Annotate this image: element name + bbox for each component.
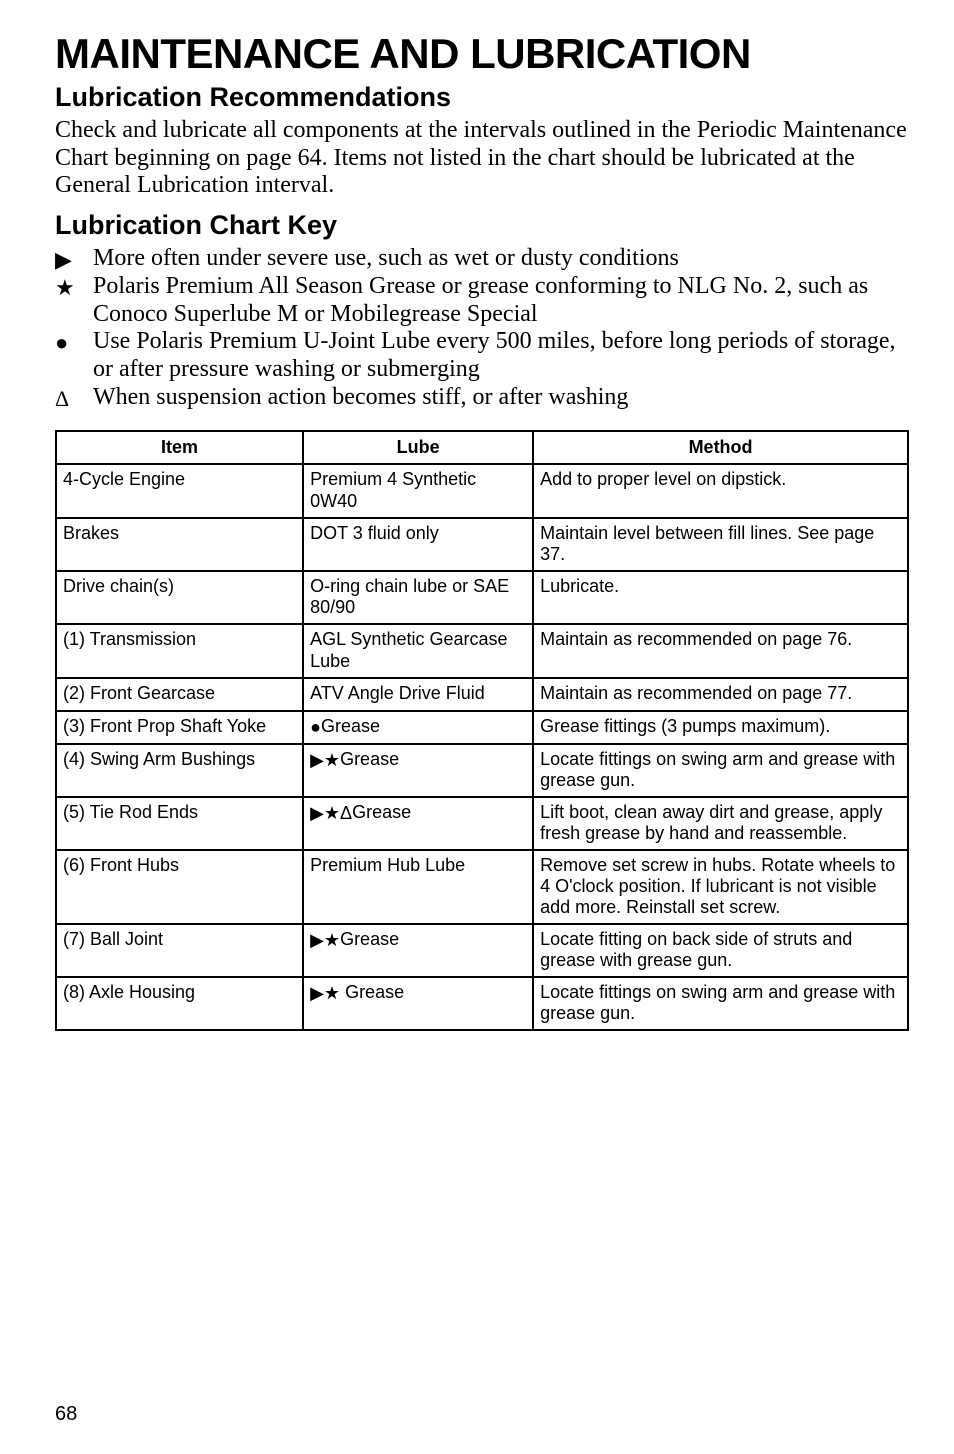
cell-lube: Premium Hub Lube [303, 850, 533, 924]
cell-lube: ●Grease [303, 711, 533, 744]
cell-item: (2) Front Gearcase [56, 678, 303, 711]
cell-method: Add to proper level on dipstick. [533, 464, 908, 518]
lube-text: Premium Hub Lube [310, 855, 465, 875]
delta-icon: Δ [55, 384, 93, 412]
cell-method: Maintain level between fill lines. See p… [533, 518, 908, 571]
section-title: Lubrication Recommendations [55, 82, 909, 113]
cell-item: (6) Front Hubs [56, 850, 303, 924]
cell-item: (7) Ball Joint [56, 924, 303, 977]
cell-item: (4) Swing Arm Bushings [56, 744, 303, 797]
key-text: Polaris Premium All Season Grease or gre… [93, 273, 909, 328]
cell-lube: ATV Angle Drive Fluid [303, 678, 533, 711]
lube-text: Grease [340, 929, 399, 949]
table-row: (5) Tie Rod Ends ▶★ΔGrease Lift boot, cl… [56, 797, 908, 850]
cell-method: Grease fittings (3 pumps maximum). [533, 711, 908, 744]
cell-lube: O-ring chain lube or SAE 80/90 [303, 571, 533, 625]
cell-item: (5) Tie Rod Ends [56, 797, 303, 850]
table-row: (7) Ball Joint ▶★Grease Locate fitting o… [56, 924, 908, 977]
cell-item: (8) Axle Housing [56, 977, 303, 1030]
key-item: ★ Polaris Premium All Season Grease or g… [55, 273, 909, 328]
key-text: When suspension action becomes stiff, or… [93, 384, 909, 412]
star-icon: ★ [55, 273, 93, 301]
triangle-icon: ▶ [55, 245, 93, 273]
cell-item: (1) Transmission [56, 624, 303, 678]
table-row: 4-Cycle Engine Premium 4 Synthetic 0W40 … [56, 464, 908, 518]
page-number: 68 [55, 1403, 77, 1426]
cell-item: Brakes [56, 518, 303, 571]
lube-text: AGL Synthetic Gearcase Lube [310, 629, 507, 671]
lube-symbol: ▶★ [310, 982, 340, 1002]
chart-key-list: ▶ More often under severe use, such as w… [55, 245, 909, 412]
lube-text: ATV Angle Drive Fluid [310, 683, 485, 703]
key-item: Δ When suspension action becomes stiff, … [55, 384, 909, 412]
header-lube: Lube [303, 431, 533, 464]
header-method: Method [533, 431, 908, 464]
cell-method: Locate fitting on back side of struts an… [533, 924, 908, 977]
table-row: (2) Front Gearcase ATV Angle Drive Fluid… [56, 678, 908, 711]
cell-method: Lift boot, clean away dirt and grease, a… [533, 797, 908, 850]
lube-symbol: ▶★Δ [310, 802, 352, 822]
key-item: ● Use Polaris Premium U-Joint Lube every… [55, 328, 909, 383]
cell-method: Maintain as recommended on page 76. [533, 624, 908, 678]
cell-method: Locate fittings on swing arm and grease … [533, 977, 908, 1030]
key-item: ▶ More often under severe use, such as w… [55, 245, 909, 273]
cell-item: (3) Front Prop Shaft Yoke [56, 711, 303, 744]
cell-method: Remove set screw in hubs. Rotate wheels … [533, 850, 908, 924]
table-row: (4) Swing Arm Bushings ▶★Grease Locate f… [56, 744, 908, 797]
table-row: (3) Front Prop Shaft Yoke ●Grease Grease… [56, 711, 908, 744]
cell-lube: ▶★ΔGrease [303, 797, 533, 850]
cell-item: Drive chain(s) [56, 571, 303, 625]
table-row: Drive chain(s) O-ring chain lube or SAE … [56, 571, 908, 625]
cell-method: Maintain as recommended on page 77. [533, 678, 908, 711]
cell-lube: ▶★Grease [303, 924, 533, 977]
lube-text: DOT 3 fluid only [310, 523, 439, 543]
cell-lube: Premium 4 Synthetic 0W40 [303, 464, 533, 518]
cell-item: 4-Cycle Engine [56, 464, 303, 518]
key-text: More often under severe use, such as wet… [93, 245, 909, 273]
table-row: (1) Transmission AGL Synthetic Gearcase … [56, 624, 908, 678]
cell-lube: AGL Synthetic Gearcase Lube [303, 624, 533, 678]
cell-method: Lubricate. [533, 571, 908, 625]
lube-text: Grease [340, 749, 399, 769]
table-row: (6) Front Hubs Premium Hub Lube Remove s… [56, 850, 908, 924]
lubrication-table: Item Lube Method 4-Cycle Engine Premium … [55, 430, 909, 1031]
cell-method: Locate fittings on swing arm and grease … [533, 744, 908, 797]
lube-text: O-ring chain lube or SAE 80/90 [310, 576, 509, 618]
chart-key-title: Lubrication Chart Key [55, 210, 909, 241]
cell-lube: DOT 3 fluid only [303, 518, 533, 571]
lube-symbol: ● [310, 717, 321, 737]
lube-text: Grease [352, 802, 411, 822]
intro-paragraph: Check and lubricate all components at th… [55, 117, 909, 200]
page-main-title: MAINTENANCE AND LUBRICATION [55, 30, 909, 78]
table-row: Brakes DOT 3 fluid only Maintain level b… [56, 518, 908, 571]
table-row: (8) Axle Housing ▶★ Grease Locate fittin… [56, 977, 908, 1030]
table-header-row: Item Lube Method [56, 431, 908, 464]
lube-symbol: ▶★ [310, 929, 340, 949]
lube-text: Grease [321, 716, 380, 736]
lube-text: Premium 4 Synthetic 0W40 [310, 469, 476, 511]
header-item: Item [56, 431, 303, 464]
cell-lube: ▶★ Grease [303, 977, 533, 1030]
cell-lube: ▶★Grease [303, 744, 533, 797]
key-text: Use Polaris Premium U-Joint Lube every 5… [93, 328, 909, 383]
bullet-icon: ● [55, 328, 93, 356]
lube-symbol: ▶★ [310, 749, 340, 769]
lube-text: Grease [340, 982, 404, 1002]
